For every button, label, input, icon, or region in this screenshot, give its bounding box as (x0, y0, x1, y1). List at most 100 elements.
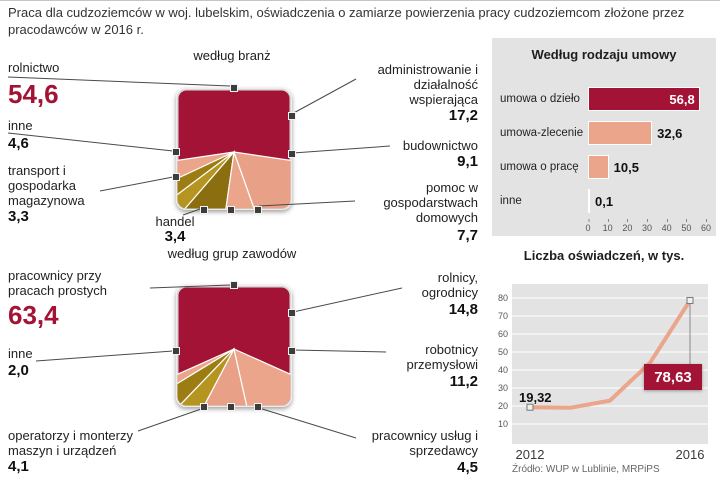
value-uslugi: 4,5 (457, 459, 478, 476)
value-pomoc: 7,7 (457, 227, 478, 244)
pie-chart-zawody (176, 285, 292, 407)
axis-tick-label: 60 (497, 329, 508, 339)
value-administrowanie: 17,2 (448, 107, 478, 124)
value-operatorzy: 4,1 (8, 458, 29, 475)
pie-slice (177, 348, 235, 406)
source-note: Źródło: WUP w Lublinie, MRPiPS (512, 464, 660, 475)
axis-tick-label: 40 (661, 219, 672, 233)
pie1-svg (176, 88, 292, 210)
label-budownictwo: budownictwo (402, 138, 478, 153)
bar-value-prace: 10,5 (613, 159, 639, 175)
callout-line (35, 350, 174, 362)
label-inne-branze: inne (8, 118, 33, 133)
label-administrowanie: administrowanie i działalność wspierając… (377, 62, 478, 108)
label-uslugi: pracownicy usług i sprzedawcy (371, 428, 478, 459)
value-inne-zawody: 2,0 (8, 362, 29, 379)
value-budownictwo: 9,1 (457, 153, 478, 170)
label-rolnictwo: rolnictwo (8, 60, 60, 75)
pie-slice (177, 151, 235, 209)
bar-label-dzielo: umowa o dzieło (500, 92, 580, 105)
callout-line (99, 176, 174, 192)
top-rule (0, 0, 720, 1)
x-label-2012: 2012 (515, 447, 545, 462)
bar-row: umowa o pracę 10,5 (500, 150, 712, 184)
pie-slice (233, 347, 291, 406)
axis-tick-label: 40 (497, 365, 508, 375)
bar-prace (588, 155, 609, 179)
value-robotnicy: 11,2 (449, 373, 478, 390)
bar-row: umowa o dzieło 56,8 (500, 82, 712, 116)
pie-slice (177, 348, 235, 406)
label-operatorzy: operatorzy i monterzy maszyn i urządzeń (8, 428, 133, 459)
callout-line (289, 78, 357, 116)
axis-tick-label: 20 (497, 401, 508, 411)
pie-slice (177, 347, 272, 406)
line-y-axis-labels: 10 20 30 40 50 60 70 80 (488, 284, 508, 444)
pie2-svg (176, 285, 292, 407)
page-title: Praca dla cudzoziemców w woj. lubelskim,… (8, 5, 685, 37)
data-point-marker (686, 296, 694, 304)
pie-slice (209, 151, 291, 209)
value-handel: 3,4 (164, 228, 186, 245)
bar-chart-title: Według rodzaju umowy (531, 47, 677, 62)
callout-line (258, 407, 357, 439)
pie2-title: według grup zawodów (167, 246, 297, 261)
bar-label-inne: inne (500, 194, 522, 207)
bar-value-inne: 0,1 (595, 193, 614, 209)
axis-tick-label: 70 (497, 311, 508, 321)
bar-value-zlecenie: 32,6 (657, 125, 683, 141)
label-pracownicy-prosci: pracownicy przy pracach prostych (8, 268, 107, 299)
axis-tick-label: 30 (641, 219, 653, 233)
axis-tick-label: 50 (681, 219, 692, 233)
bar-label-zlecenie: umowa-zlecenie (500, 126, 584, 139)
label-pomoc: pomoc w gospodarstwach domowych (383, 180, 478, 226)
bar-zlecenie (588, 121, 653, 145)
bar-row: umowa-zlecenie 32,6 (500, 116, 712, 150)
callout-line (7, 132, 174, 152)
label-transport: transport i gospodarka magazynowa (8, 163, 85, 209)
pie1-fan (177, 150, 291, 209)
label-inne-zawody: inne (8, 346, 33, 361)
bar-x-axis: 0 10 20 30 40 50 60 (585, 219, 712, 236)
value-pracownicy-prosci: 63,4 (8, 300, 59, 330)
callout-line (292, 349, 387, 353)
x-label-2016: 2016 (675, 447, 705, 462)
axis-tick-label: 10 (497, 419, 508, 429)
value-rolnicy: 14,8 (448, 301, 478, 318)
pie1-title: według branż (193, 48, 271, 63)
bar-row: inne 0,1 (500, 184, 712, 218)
bar-inne (588, 189, 590, 213)
label-handel: handel (155, 214, 195, 229)
pie-slice (233, 151, 291, 209)
axis-tick-label: 30 (497, 383, 508, 393)
axis-tick-label: 0 (585, 219, 591, 233)
pie-slice (177, 151, 235, 209)
axis-tick-label: 20 (622, 219, 633, 233)
pie-slice (177, 348, 235, 406)
pie-slice (177, 150, 235, 209)
value-inne-branze: 4,6 (8, 135, 29, 152)
value-transport: 3,3 (8, 208, 29, 225)
axis-tick-label: 50 (497, 347, 508, 357)
callout-line (292, 287, 403, 313)
bar-rows: umowa o dzieło 56,8 umowa-zlecenie 32,6 … (500, 82, 712, 218)
pie-chart-branze (176, 88, 292, 210)
label-rolnicy: rolnicy, ogrodnicy (421, 270, 478, 301)
axis-tick-label: 60 (700, 219, 712, 233)
bar-label-prace: umowa o pracę (500, 160, 579, 173)
line-chart-title: Liczba oświadczeń, w tys. (523, 248, 685, 263)
value-rolnictwo: 54,6 (8, 79, 59, 109)
first-point-label: 19,32 (519, 390, 552, 405)
pie2-fan (177, 347, 291, 406)
bar-value-dzielo: 56,8 (669, 91, 695, 107)
label-robotnicy: robotnicy przemysłowi (406, 342, 478, 373)
data-point-marker (526, 403, 534, 411)
bar-dzielo: 56,8 (588, 87, 700, 111)
contract-type-chart: Według rodzaju umowy umowa o dzieło 56,8… (492, 38, 716, 236)
axis-tick-label: 80 (497, 293, 508, 303)
axis-tick-label: 10 (602, 219, 613, 233)
last-value-badge: 78,63 (644, 364, 702, 390)
line-series (529, 299, 692, 410)
pie-slice (177, 151, 235, 209)
